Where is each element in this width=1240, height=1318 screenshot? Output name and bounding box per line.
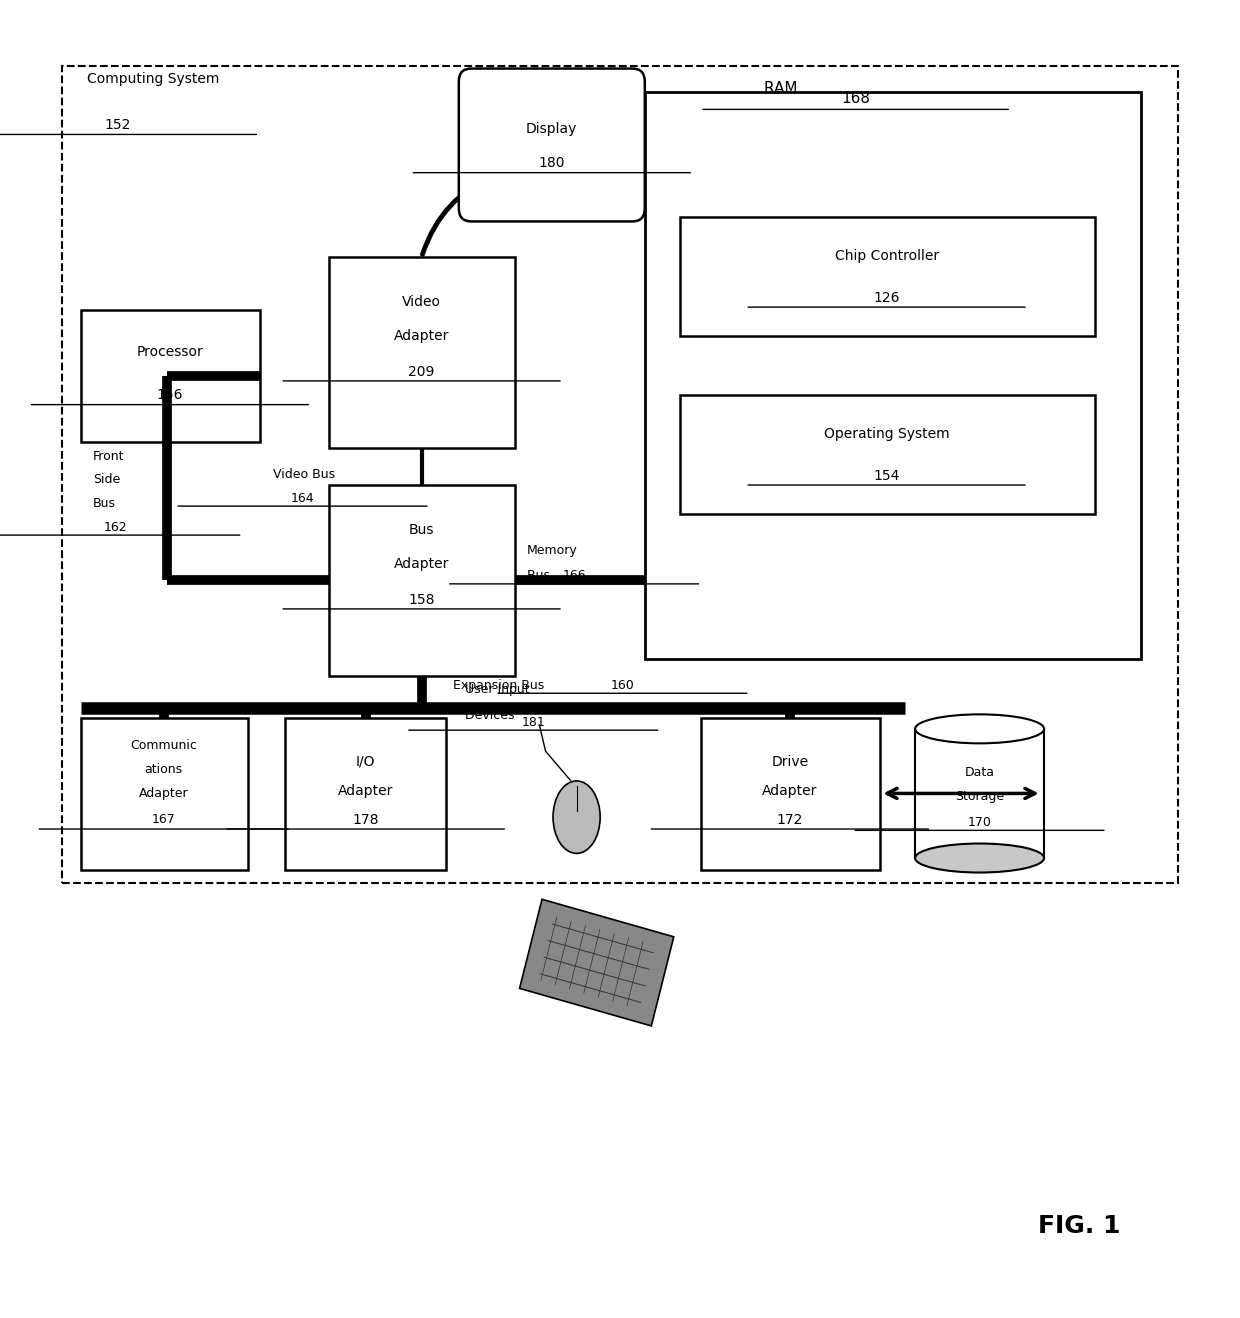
- Text: Communic: Communic: [130, 739, 197, 753]
- Text: Side: Side: [93, 473, 120, 486]
- FancyBboxPatch shape: [520, 899, 673, 1025]
- FancyBboxPatch shape: [459, 69, 645, 221]
- Text: 180: 180: [538, 157, 565, 170]
- FancyBboxPatch shape: [329, 257, 515, 448]
- FancyBboxPatch shape: [81, 310, 260, 442]
- FancyBboxPatch shape: [680, 395, 1095, 514]
- Text: 170: 170: [967, 816, 992, 829]
- FancyBboxPatch shape: [645, 92, 1141, 659]
- Text: 178: 178: [352, 813, 379, 826]
- FancyBboxPatch shape: [915, 729, 1044, 858]
- Text: Display: Display: [526, 123, 578, 136]
- Text: Storage: Storage: [955, 789, 1004, 803]
- Text: 156: 156: [156, 389, 184, 402]
- FancyBboxPatch shape: [701, 718, 880, 870]
- Text: User Input: User Input: [465, 683, 529, 696]
- Text: Memory: Memory: [527, 544, 578, 558]
- Text: 158: 158: [408, 593, 435, 606]
- Text: Expansion Bus: Expansion Bus: [453, 679, 548, 692]
- Text: 164: 164: [290, 492, 315, 505]
- Text: 154: 154: [873, 469, 900, 482]
- Text: RAM: RAM: [764, 82, 802, 96]
- Ellipse shape: [915, 844, 1044, 873]
- Text: Video: Video: [402, 295, 441, 308]
- Text: Drive: Drive: [771, 755, 808, 768]
- Ellipse shape: [553, 780, 600, 854]
- Text: Adapter: Adapter: [394, 558, 449, 571]
- Text: Data: Data: [965, 766, 994, 779]
- Text: Bus: Bus: [527, 569, 554, 583]
- Text: Bus: Bus: [93, 497, 117, 510]
- FancyBboxPatch shape: [329, 485, 515, 676]
- Ellipse shape: [915, 714, 1044, 743]
- Text: Front: Front: [93, 449, 124, 463]
- Text: Adapter: Adapter: [763, 784, 817, 797]
- Text: 181: 181: [521, 716, 546, 729]
- Text: Adapter: Adapter: [139, 787, 188, 800]
- FancyBboxPatch shape: [680, 217, 1095, 336]
- Text: 152: 152: [104, 119, 131, 132]
- Text: 166: 166: [562, 569, 587, 583]
- FancyBboxPatch shape: [285, 718, 446, 870]
- Text: 209: 209: [408, 365, 435, 378]
- Text: Bus: Bus: [409, 523, 434, 536]
- Text: Adapter: Adapter: [339, 784, 393, 797]
- Text: Devices: Devices: [465, 709, 518, 722]
- Text: 160: 160: [610, 679, 635, 692]
- Text: Adapter: Adapter: [394, 330, 449, 343]
- Text: Computing System: Computing System: [87, 71, 219, 86]
- Text: Processor: Processor: [136, 345, 203, 358]
- Text: 167: 167: [151, 813, 176, 826]
- Text: FIG. 1: FIG. 1: [1038, 1214, 1120, 1238]
- Text: Video Bus: Video Bus: [273, 468, 335, 481]
- Text: 162: 162: [103, 521, 128, 534]
- Text: 172: 172: [776, 813, 804, 826]
- FancyBboxPatch shape: [62, 66, 1178, 883]
- FancyBboxPatch shape: [81, 718, 248, 870]
- Text: Operating System: Operating System: [823, 427, 950, 440]
- Text: 168: 168: [841, 91, 870, 107]
- Text: Chip Controller: Chip Controller: [835, 249, 939, 262]
- Text: 126: 126: [873, 291, 900, 304]
- Text: I/O: I/O: [356, 755, 376, 768]
- Text: ations: ations: [145, 763, 182, 776]
